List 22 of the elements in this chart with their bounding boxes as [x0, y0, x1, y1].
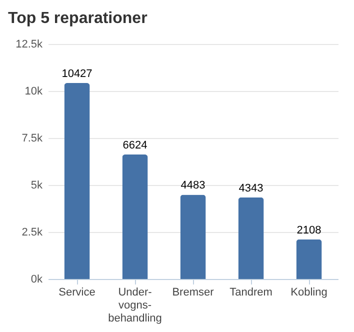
y-tick-label: 10k: [24, 86, 43, 98]
y-tick-label: 12.5k: [16, 38, 43, 50]
y-tick-label: 0k: [30, 274, 43, 286]
x-tick-label: Bremser: [172, 286, 214, 298]
bar: [180, 194, 206, 279]
x-tick-label: Tandrem: [230, 286, 272, 298]
data-label: 10427: [62, 68, 92, 80]
bar: [238, 197, 264, 279]
data-label: 6624: [122, 139, 148, 152]
bar: [296, 239, 322, 279]
y-tick-label: 5k: [30, 180, 43, 192]
data-label: 4343: [238, 182, 264, 194]
bar: [122, 154, 148, 279]
data-label: 2108: [296, 224, 322, 236]
y-tick-label: 2.5k: [22, 226, 43, 238]
x-tick-label: Under-vogns-behandling: [108, 286, 162, 324]
bar: [64, 82, 90, 279]
chart-title: Top 5 reparationer: [8, 10, 148, 27]
x-tick-label: Service: [58, 286, 96, 298]
y-tick-label: 7.5k: [22, 132, 43, 144]
data-label: 4483: [180, 180, 206, 192]
x-tick-label: Kobling: [290, 286, 328, 298]
